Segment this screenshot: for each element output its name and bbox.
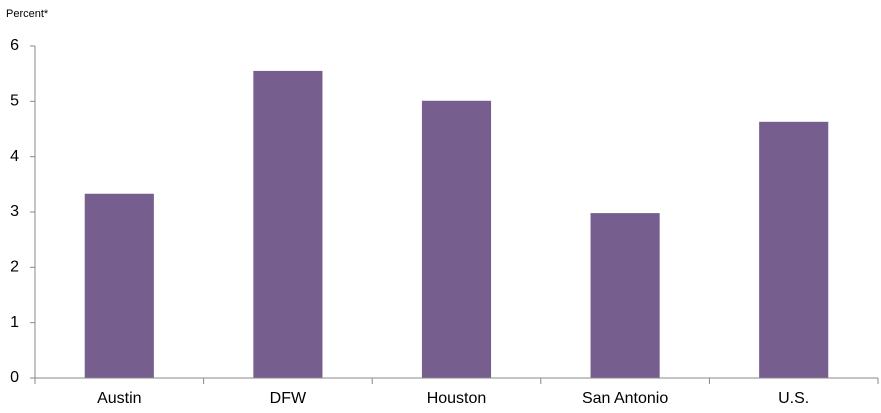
bar bbox=[253, 70, 323, 379]
y-tick-label: 1 bbox=[10, 314, 19, 331]
x-tick-label: San Antonio bbox=[582, 390, 668, 407]
x-tick-label: DFW bbox=[270, 390, 307, 407]
y-tick-label: 3 bbox=[10, 203, 19, 220]
y-tick-label: 2 bbox=[10, 259, 19, 276]
y-tick-label: 6 bbox=[10, 37, 19, 54]
bar bbox=[590, 213, 660, 378]
y-axis-label: Percent* bbox=[6, 8, 49, 20]
bar bbox=[421, 100, 492, 378]
y-tick-label: 4 bbox=[10, 148, 19, 165]
y-tick-label: 5 bbox=[10, 93, 19, 110]
bar bbox=[759, 121, 829, 378]
bar bbox=[84, 193, 154, 378]
x-tick-label: U.S. bbox=[778, 390, 809, 407]
x-tick-label: Austin bbox=[97, 390, 141, 407]
y-tick-label: 0 bbox=[10, 369, 19, 386]
x-tick-label: Houston bbox=[427, 390, 487, 407]
